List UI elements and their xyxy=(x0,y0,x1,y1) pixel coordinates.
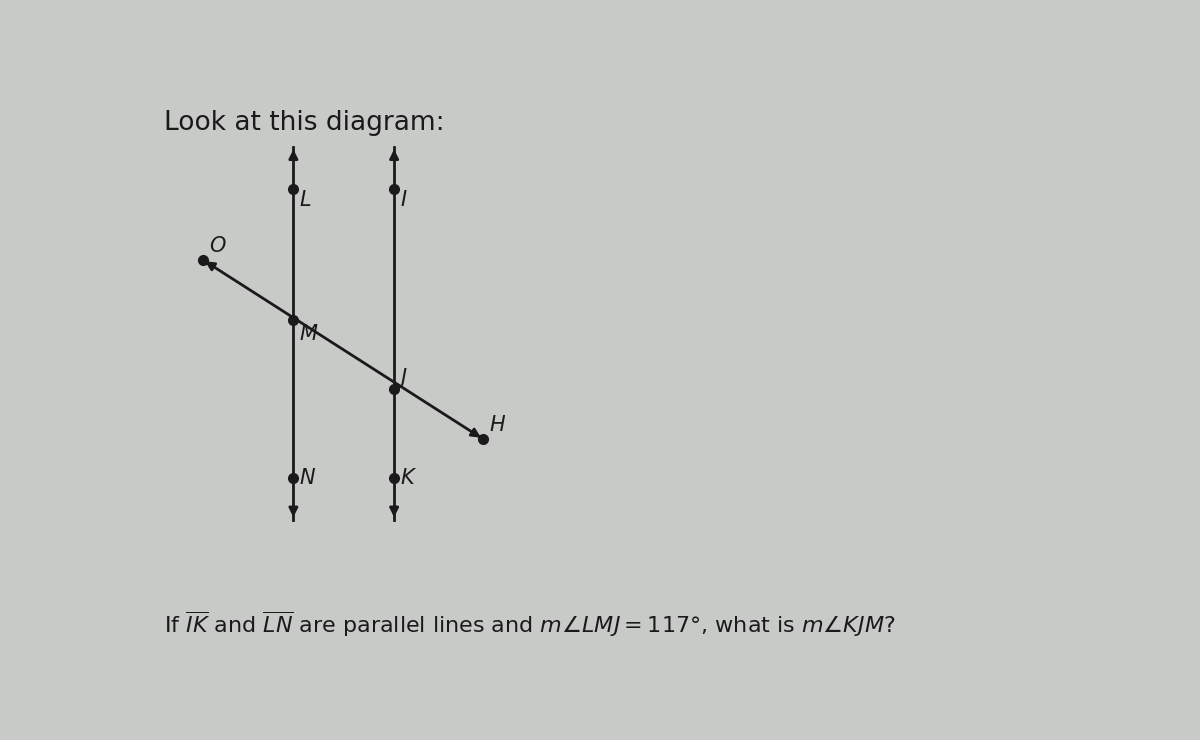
Text: H: H xyxy=(490,415,505,435)
Text: If $\overline{IK}$ and $\overline{LN}$ are parallel lines and $m\angle LMJ = 117: If $\overline{IK}$ and $\overline{LN}$ a… xyxy=(164,610,895,639)
Text: L: L xyxy=(300,190,311,210)
Text: N: N xyxy=(300,468,316,488)
Text: Look at this diagram:: Look at this diagram: xyxy=(164,110,444,136)
Text: O: O xyxy=(209,236,226,256)
Text: K: K xyxy=(401,468,414,488)
Text: J: J xyxy=(401,368,407,388)
Text: M: M xyxy=(300,323,318,343)
Text: I: I xyxy=(401,190,407,210)
